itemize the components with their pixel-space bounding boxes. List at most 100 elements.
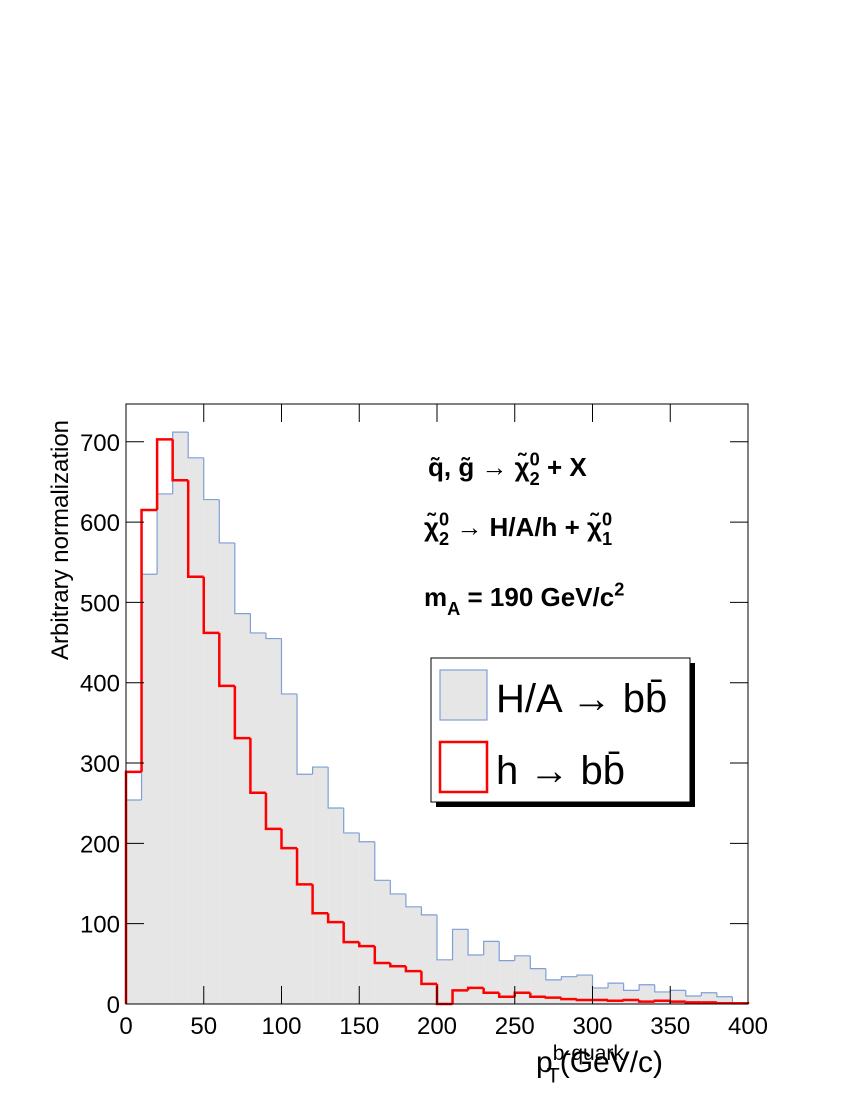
annotation-text: q̃, g̃ → χ̃0 2 + X: [428, 450, 587, 490]
annotation-text: χ̃0 2 → H/A/h + χ̃0 1: [424, 510, 612, 550]
bar-outline: [653, 999, 671, 1003]
x-tick-label: 200: [417, 1013, 457, 1040]
bar-outline: [685, 990, 702, 997]
bar-outline: [327, 767, 344, 809]
bar: [359, 841, 375, 1004]
bar-outline: [264, 792, 282, 831]
bar: [188, 457, 204, 1004]
bar: [561, 976, 577, 1004]
legend-swatch: [438, 740, 489, 794]
bar-outline: [544, 996, 562, 999]
bar-outline: [529, 992, 546, 999]
bar-outline: [218, 632, 235, 688]
text-part: A: [447, 599, 460, 619]
bar-outline: [234, 542, 251, 615]
bar: [203, 499, 220, 1004]
bar: [157, 493, 173, 1004]
bar: [654, 991, 671, 1004]
bar: [297, 774, 313, 1004]
bar-outline: [358, 942, 375, 948]
x-tick-label: 300: [572, 1013, 612, 1040]
bar-outline: [249, 738, 266, 795]
bar: [514, 955, 531, 1004]
bar-outline: [186, 480, 204, 578]
text-part: 2: [614, 580, 624, 600]
bar: [499, 960, 515, 1004]
y-tick-label: 300: [80, 751, 120, 778]
bar-outline: [420, 906, 437, 916]
bar: [250, 632, 266, 1004]
plot-area: [124, 431, 750, 1006]
text-part: 0: [602, 510, 612, 530]
bar: [468, 955, 484, 1004]
bar: [685, 995, 702, 1004]
bar-outline: [140, 508, 158, 772]
bar-outline: [482, 987, 500, 995]
bar: [452, 929, 469, 1004]
y-tick-label: 500: [80, 590, 120, 617]
bar-outline: [342, 922, 360, 944]
legend-label: h → bb̄: [496, 749, 625, 793]
bar-outline: [436, 914, 453, 961]
x-tick-label: 0: [119, 1013, 132, 1040]
bar-outline: [637, 999, 655, 1003]
bar-outline: [203, 457, 220, 501]
bar-outline: [514, 955, 531, 961]
bar-outline: [575, 998, 593, 1002]
bar: [576, 975, 593, 1004]
bar-outline: [560, 976, 577, 980]
y-tick-label: 600: [80, 510, 120, 537]
x-tick-label: 400: [728, 1013, 768, 1040]
bar: [545, 979, 562, 1004]
bar: [530, 968, 546, 1004]
bar-outline: [389, 880, 406, 895]
bar: [716, 996, 733, 1004]
y-tick-label: 100: [80, 912, 120, 939]
bar-outline: [529, 955, 546, 970]
text-part: → H/A/h + χ̃: [449, 512, 602, 542]
bar: [639, 984, 655, 1004]
bar-outline: [358, 832, 375, 843]
bar: [328, 808, 344, 1004]
y-tick-label: 400: [80, 671, 120, 698]
text-part: χ̃: [424, 512, 439, 542]
bar-outline: [466, 986, 484, 991]
bar-outline: [623, 983, 640, 991]
bar-outline: [249, 613, 266, 634]
bar: [592, 987, 609, 1004]
bar: [312, 767, 329, 1004]
bar-outline: [218, 499, 235, 544]
text-part: 0: [530, 450, 540, 470]
bar-outline: [187, 432, 204, 459]
y-axis-label: Arbitrary normalization: [47, 420, 74, 660]
text-part: 0: [439, 510, 449, 530]
x-tick-label: 100: [261, 1013, 301, 1040]
x-tick-label: 350: [650, 1013, 690, 1040]
bar-outline: [606, 999, 624, 1003]
bar-outline: [155, 438, 173, 511]
x-axis-label: pb-quark T(GeV/c): [536, 1042, 663, 1088]
bar: [405, 906, 422, 1004]
y-tick-label: 200: [80, 831, 120, 858]
text-part: q̃, g̃ → χ̃: [428, 452, 530, 482]
bar: [265, 638, 282, 1004]
bar: [483, 941, 500, 1004]
bar-outline: [669, 1000, 686, 1003]
bar-outline: [498, 941, 515, 962]
bar: [437, 959, 453, 1004]
bar-outline: [576, 974, 593, 977]
bar-outline: [312, 766, 329, 775]
bar-outline: [295, 848, 313, 886]
bar: [343, 832, 360, 1004]
bar-outline: [607, 982, 624, 988]
text-part: (GeV/c): [560, 1046, 663, 1079]
legend-label: H/A → bb̄: [496, 677, 667, 721]
x-tick-label: 150: [339, 1013, 379, 1040]
bar: [390, 893, 406, 1004]
bar: [141, 574, 158, 1004]
bar-outline: [715, 1001, 733, 1005]
bar: [172, 432, 189, 1005]
text-part: b-quark: [553, 1042, 625, 1065]
bar-outline: [622, 998, 640, 1002]
